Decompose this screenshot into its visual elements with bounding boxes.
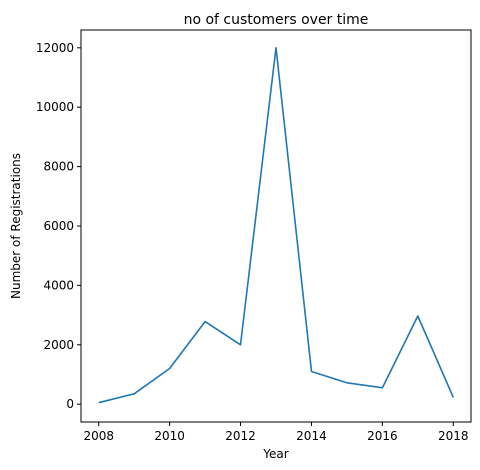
- y-tick-label: 4000: [43, 278, 74, 292]
- series-line: [98, 46, 455, 404]
- plot-frame: [80, 29, 472, 423]
- x-tick-label: 2016: [367, 429, 398, 443]
- y-tick-label: 0: [66, 397, 74, 411]
- y-axis: 0 2000 4000 6000 8000 10000 12000: [36, 41, 81, 411]
- y-tick-label: 12000: [36, 41, 74, 55]
- y-axis-label: Number of Registrations: [9, 153, 23, 299]
- chart-title: no of customers over time: [184, 12, 369, 28]
- y-tick-label: 2000: [43, 338, 74, 352]
- x-axis: 2008 2010 2012 2014 2016 2018: [83, 422, 469, 443]
- x-tick-label: 2012: [225, 429, 256, 443]
- y-tick-label: 6000: [43, 219, 74, 233]
- series-layer: [98, 46, 455, 404]
- x-axis-label: Year: [262, 447, 288, 461]
- x-tick-label: 2010: [154, 429, 185, 443]
- x-tick-label: 2008: [83, 429, 114, 443]
- x-tick-label: 2014: [296, 429, 327, 443]
- y-tick-label: 8000: [43, 160, 74, 174]
- y-tick-label: 10000: [36, 100, 74, 114]
- x-tick-label: 2018: [438, 429, 469, 443]
